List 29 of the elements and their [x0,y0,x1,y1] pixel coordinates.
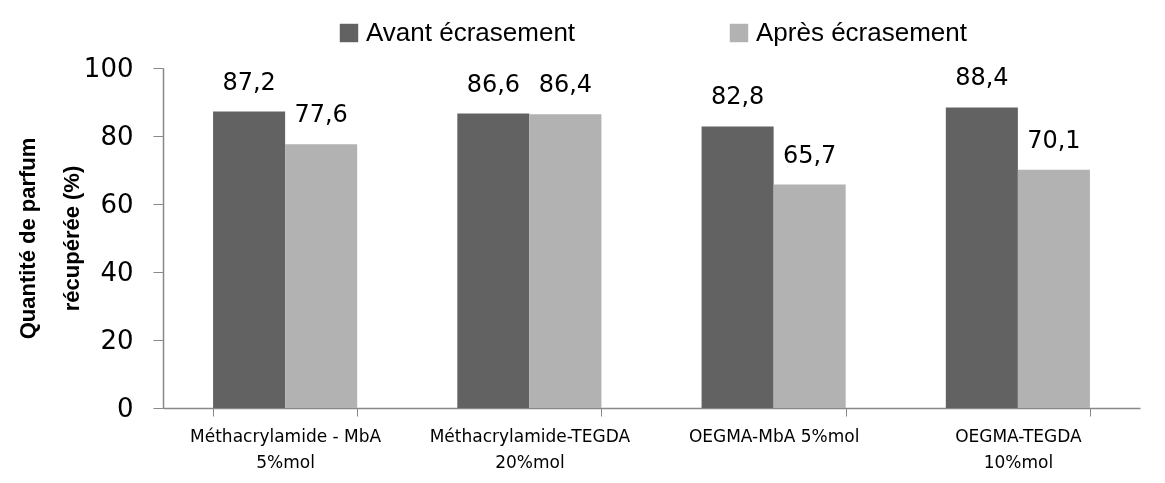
data-label: 65,7 [782,140,837,169]
data-label: 70,1 [1027,125,1081,154]
y-tick-label: 100 [83,52,134,83]
bar [529,114,602,408]
bar [945,107,1018,408]
y-tick-label: 20 [100,324,134,355]
data-label: 88,4 [955,63,1009,92]
y-axis-title: Quantité de parfum récupérée (%) [14,137,84,340]
x-tick-label: Méthacrylamide - MbA 5%mol [190,425,382,472]
x-tick-label: Méthacrylamide-TEGDA 20%mol [429,425,631,472]
data-label: 86,4 [538,70,593,99]
bar [457,113,530,408]
y-tick-label: 60 [100,188,134,219]
x-tick-label: OEGMA-MbA 5%mol [688,425,860,446]
bar [213,111,286,408]
x-tick-label: OEGMA-TEGDA 10%mol [955,425,1082,472]
data-label: 86,6 [466,69,521,98]
y-tick-label: 80 [100,120,134,151]
bar [1017,169,1090,408]
bar [285,144,358,408]
legend-label: Avant écrasement [366,17,576,47]
bar [773,184,846,408]
data-label: 77,6 [294,100,348,129]
legend-label: Après écrasement [756,17,968,47]
data-label: 82,8 [710,82,765,111]
y-tick-label: 0 [116,392,134,423]
bar [701,126,774,408]
data-label: 87,2 [222,67,276,96]
y-tick-label: 40 [100,256,134,287]
